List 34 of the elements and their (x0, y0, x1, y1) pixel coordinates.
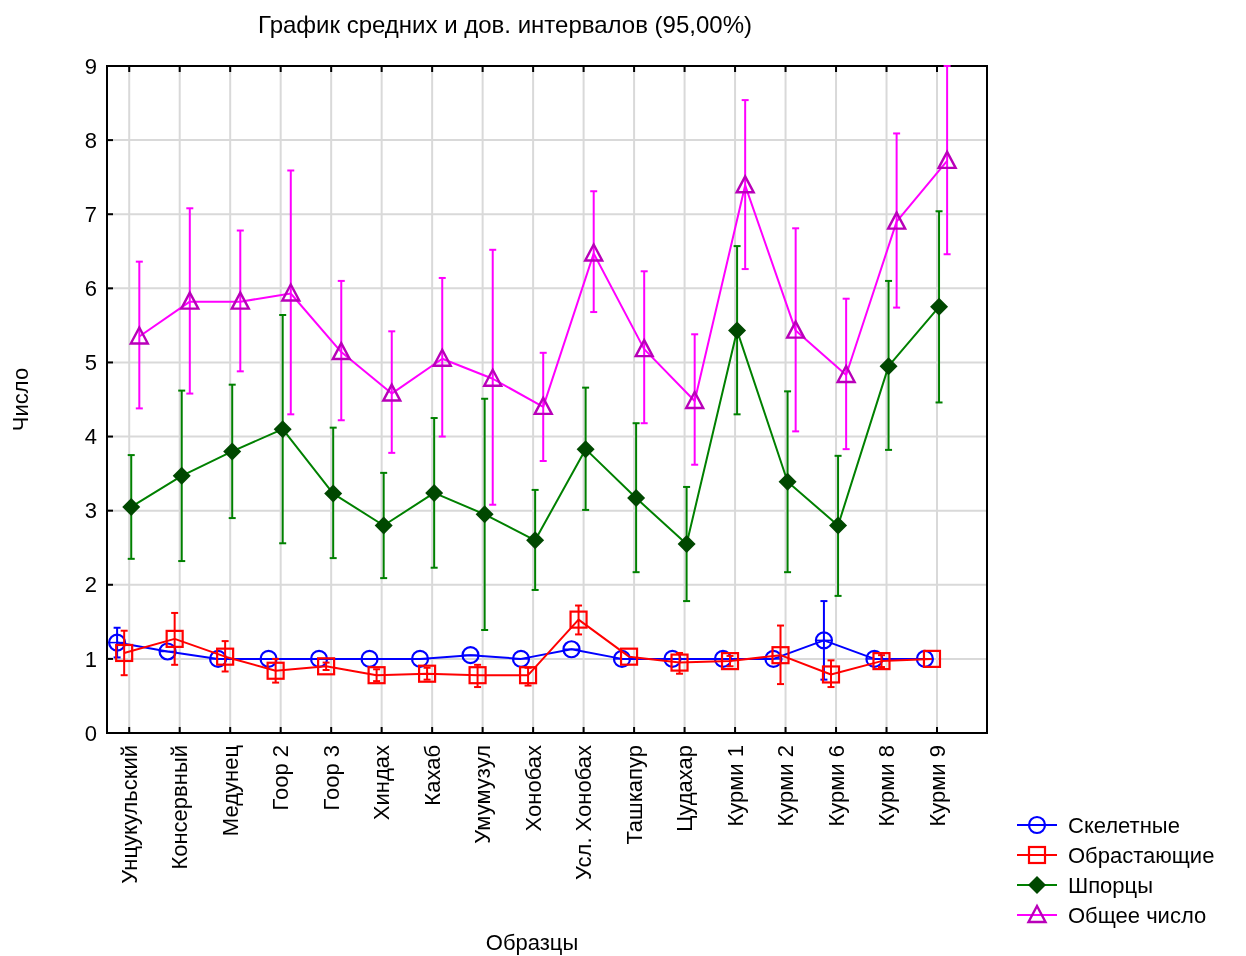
x-tick-label: Гоор 3 (318, 745, 344, 811)
chart-title: График средних и дов. интервалов (95,00%) (257, 11, 753, 38)
x-tick-label: Курми 1 (722, 745, 748, 827)
x-tick-label: Курми 6 (823, 745, 849, 827)
x-tick-label: Консервный (167, 745, 193, 870)
y-tick-label: 4 (84, 424, 97, 450)
x-tick-label: Хиндах (369, 745, 395, 821)
y-tick-label: 5 (84, 350, 97, 376)
x-tick-label: Курми 2 (773, 745, 799, 827)
y-tick-label: 1 (84, 646, 97, 672)
y-tick-label: 9 (84, 53, 97, 79)
x-tick-label: Курми 8 (874, 745, 900, 827)
y-tick-label: 7 (84, 201, 97, 227)
x-tick-label: Медунец (217, 744, 243, 837)
x-tick-label: Унцукульский (116, 745, 142, 884)
y-tick-label: 8 (84, 127, 97, 153)
y-tick-label: 3 (84, 498, 97, 524)
y-tick-label: 2 (84, 572, 97, 598)
x-tick-label: Хонобах (520, 745, 546, 832)
x-tick-label: Кахаб (419, 745, 445, 806)
legend-label: Скелетные (1068, 812, 1180, 838)
x-tick-label: Гоор 2 (268, 745, 294, 811)
y-tick-label: 0 (84, 720, 97, 746)
x-axis-title: Образцы (485, 930, 579, 955)
legend-label: Шпорцы (1068, 872, 1153, 898)
x-tick-label: Цудахар (672, 745, 698, 832)
legend-label: Общее число (1068, 902, 1207, 928)
x-tick-label: Усл. Хонобах (571, 745, 597, 880)
x-tick-label: Ташкапур (621, 745, 647, 845)
legend-label: Обрастающие (1068, 842, 1215, 868)
x-tick-label: Умумузул (470, 745, 496, 844)
y-tick-label: 6 (84, 276, 97, 302)
y-axis-title: Число (8, 367, 33, 432)
x-tick-label: Курми 9 (924, 745, 950, 827)
